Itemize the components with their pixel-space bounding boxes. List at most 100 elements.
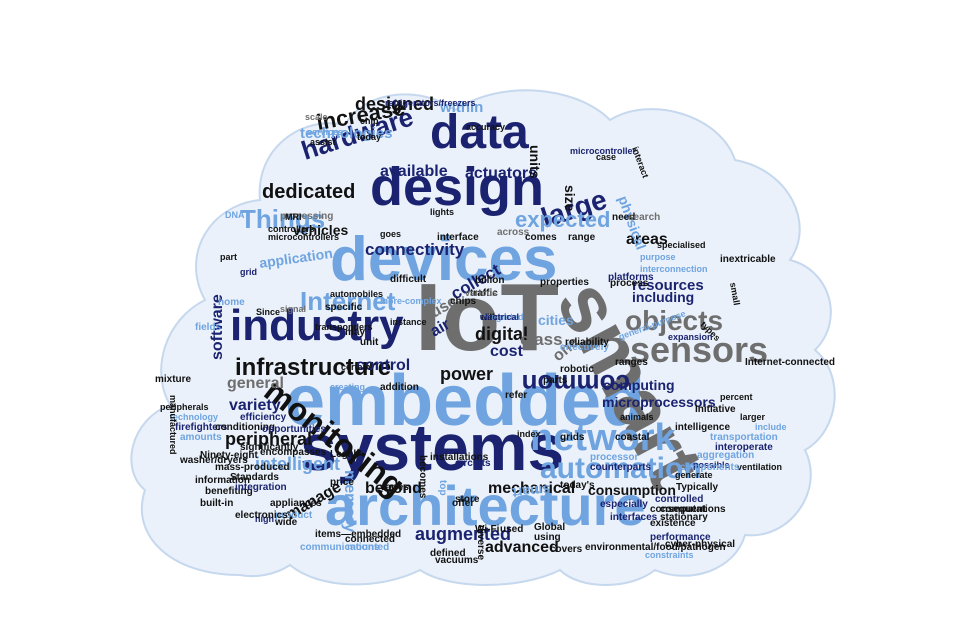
cloud-word: computing bbox=[603, 377, 675, 393]
cloud-word: grids bbox=[560, 432, 585, 443]
cloud-word: parts bbox=[543, 375, 568, 386]
cloud-word: cyber-physical bbox=[665, 539, 735, 550]
cloud-word: transponders bbox=[315, 322, 373, 332]
cloud-word: accuracy bbox=[466, 122, 505, 132]
cloud-word: services bbox=[307, 127, 343, 137]
cloud-word: assist bbox=[310, 137, 336, 147]
cloud-word: integrated bbox=[480, 312, 524, 322]
cloud-word: Ninety-eight bbox=[200, 450, 258, 461]
cloud-word: chips bbox=[450, 296, 477, 307]
cloud-word: certain bbox=[341, 362, 371, 372]
cloud-word: wide bbox=[274, 517, 298, 528]
cloud-word: devices bbox=[330, 225, 558, 294]
cloud-word: traffic bbox=[470, 288, 498, 299]
cloud-word: size bbox=[562, 185, 578, 212]
cloud-word: today bbox=[357, 132, 381, 142]
cloud-word: vacuums bbox=[435, 555, 479, 566]
cloud-word: price bbox=[330, 477, 354, 488]
cloud-word: inextricable bbox=[720, 254, 776, 265]
cloud-word: top bbox=[437, 480, 448, 496]
cloud-word: DNA bbox=[225, 210, 245, 220]
cloud-word: even bbox=[480, 312, 501, 322]
cloud-word: class bbox=[520, 330, 563, 349]
cloud-word: home bbox=[218, 297, 245, 308]
cloud-word: difficult bbox=[390, 274, 427, 285]
cloud-word: electrical bbox=[480, 312, 519, 322]
cloud-word: IoT bbox=[415, 264, 559, 371]
cloud-word: interconnection bbox=[640, 264, 708, 274]
cloud-silhouette bbox=[130, 89, 836, 586]
cloud-word: more-complex bbox=[380, 296, 442, 306]
cloud-word: varies bbox=[380, 482, 409, 493]
cloud-word: today's bbox=[560, 480, 595, 491]
cloud-word: constraints bbox=[645, 550, 694, 560]
cloud-word: information bbox=[195, 475, 250, 486]
cloud-word: power bbox=[440, 364, 493, 384]
cloud-word: ranges bbox=[615, 357, 648, 368]
cloud-word: vehicles bbox=[293, 222, 348, 238]
cloud-word: firefighters bbox=[175, 422, 228, 433]
cloud-word: will bbox=[479, 312, 495, 322]
cloud-word: properties bbox=[540, 277, 589, 288]
cloud-word: data bbox=[430, 106, 529, 159]
cloud-word: common bbox=[522, 369, 630, 399]
cloud-word: platforms bbox=[608, 272, 654, 283]
cloud-word: smart bbox=[511, 482, 551, 501]
cloud-word: significantly bbox=[240, 442, 299, 453]
cloud-word: Global bbox=[534, 522, 565, 533]
cloud-word: Standards bbox=[230, 472, 279, 483]
cloud-word: refer bbox=[505, 390, 527, 401]
cloud-word: processor bbox=[590, 452, 638, 463]
cloud-word: percent bbox=[720, 392, 753, 402]
cloud-word: range bbox=[568, 232, 596, 243]
cloud-word: consumption bbox=[588, 482, 676, 498]
cloud-word: circuits bbox=[455, 458, 491, 469]
cloud-word: part bbox=[220, 252, 237, 262]
cloud-word: opportunities bbox=[262, 424, 326, 435]
cloud-word: within bbox=[439, 99, 483, 116]
cloud-word: actuators bbox=[465, 165, 537, 182]
cloud-word: mechanical bbox=[488, 480, 575, 497]
cloud-word: existence bbox=[650, 518, 696, 529]
cloud-word: aggregation bbox=[697, 450, 754, 461]
cloud-word: areas bbox=[626, 231, 668, 248]
cloud-word: index bbox=[517, 429, 541, 439]
cloud-word: units bbox=[527, 145, 543, 179]
cloud-word: components bbox=[680, 462, 740, 473]
cloud-word: coastal bbox=[615, 432, 650, 443]
cloud-word: expansion bbox=[668, 332, 713, 342]
cloud-word: connected bbox=[345, 534, 395, 545]
cloud-word: automobiles bbox=[330, 289, 383, 299]
cloud-word: various bbox=[465, 288, 497, 298]
cloud-word: design bbox=[370, 157, 544, 217]
cloud-word: expected bbox=[515, 207, 610, 232]
cloud-word: infrastructure bbox=[235, 354, 391, 381]
cloud-word: peripheral bbox=[225, 429, 312, 449]
cloud-word: communications bbox=[300, 542, 380, 553]
cloud-word: environmental/food/pathogen bbox=[585, 542, 726, 553]
cloud-word: efficiency bbox=[240, 412, 287, 423]
cloud-word: diverse bbox=[475, 525, 486, 560]
cloud-word: processing bbox=[280, 211, 333, 222]
cloud-word: effectively bbox=[560, 342, 609, 353]
cloud-word: case bbox=[596, 152, 616, 162]
cloud-word: washer/dryers bbox=[179, 455, 248, 466]
cloud-word: sensors bbox=[630, 329, 768, 370]
cloud-word: may bbox=[345, 327, 365, 338]
cloud-word: automation bbox=[540, 452, 702, 485]
cloud-word: product bbox=[275, 510, 313, 521]
cloud-word: manufactured bbox=[168, 395, 178, 455]
cloud-word: electronics bbox=[235, 510, 288, 521]
cloud-word: using bbox=[534, 532, 561, 543]
cloud-word: appliances bbox=[270, 498, 322, 509]
cloud-word: conditioning bbox=[215, 422, 275, 433]
cloud-word: Since bbox=[256, 307, 280, 317]
cloud-word: covers bbox=[550, 544, 583, 555]
cloud-word: software bbox=[209, 294, 226, 360]
cloud-word: microcontroller bbox=[570, 146, 637, 156]
cloud-word: computations bbox=[660, 504, 726, 515]
cloud-word: intelligence bbox=[675, 422, 730, 433]
cloud-word: Legal bbox=[330, 449, 356, 460]
cloud-word: microcontrollers bbox=[268, 232, 339, 242]
